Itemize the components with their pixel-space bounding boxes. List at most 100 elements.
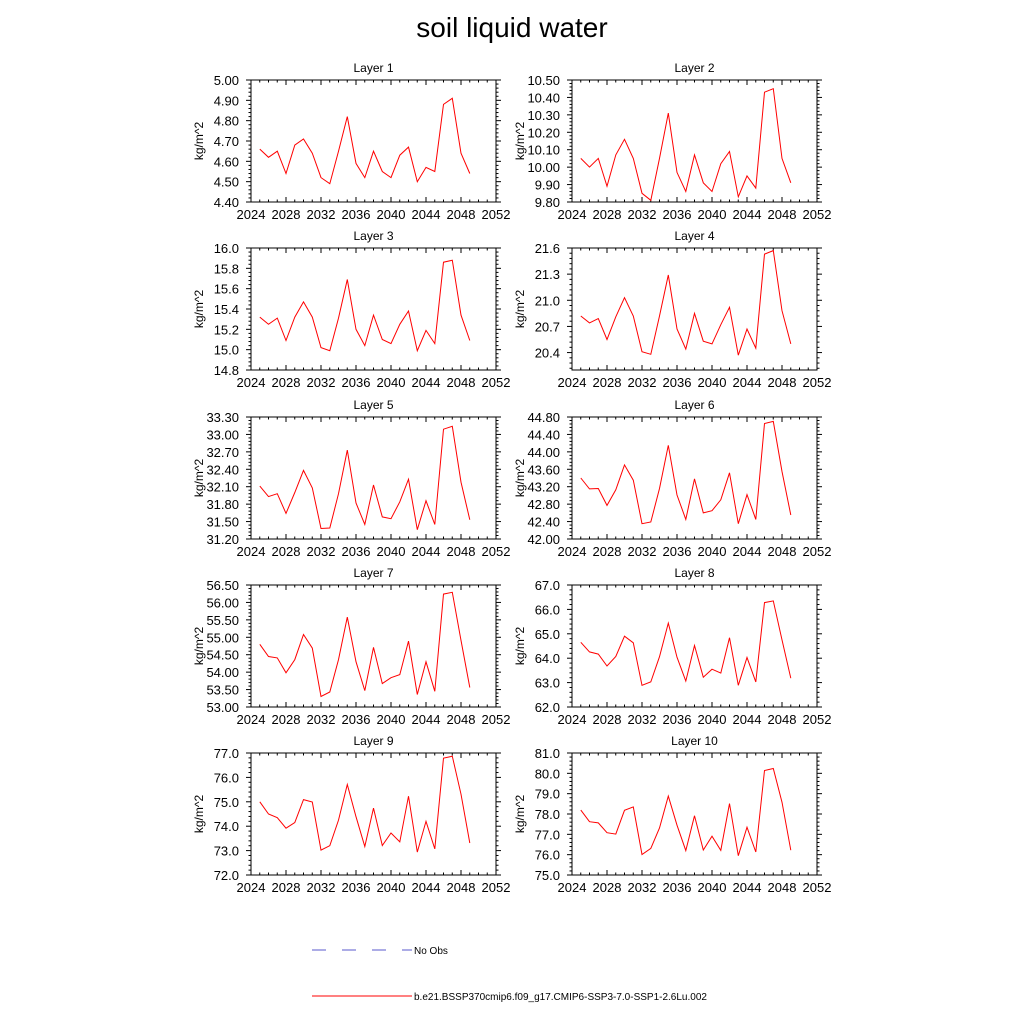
y-tick-label: 53.00 xyxy=(206,700,239,715)
y-tick-label: 44.80 xyxy=(527,410,560,425)
y-tick-label: 4.50 xyxy=(214,175,239,190)
x-tick-label: 2048 xyxy=(447,375,476,390)
series-line xyxy=(580,249,792,356)
x-tick-label: 2048 xyxy=(447,544,476,559)
panel-title: Layer 1 xyxy=(353,61,393,75)
x-tick-label: 2024 xyxy=(558,544,587,559)
series-line xyxy=(259,425,471,530)
x-tick-label: 2040 xyxy=(698,207,727,222)
y-tick-label: 53.50 xyxy=(206,683,239,698)
panel-1: Layer 1 kg/m^2 2024 2028 2032 2036 2040 2044 204… xyxy=(192,61,510,222)
x-tick-label: 2036 xyxy=(663,375,692,390)
y-tick-label: 21.0 xyxy=(535,293,560,308)
series-line xyxy=(580,767,792,856)
y-tick-label: 31.20 xyxy=(206,532,239,547)
y-tick-label: 72.0 xyxy=(214,868,239,883)
x-tick-label: 2052 xyxy=(803,712,832,727)
panel-2: Layer 2 kg/m^2 2024 2028 2032 2036 2040 2044 204… xyxy=(513,61,831,222)
y-tick-label: 21.6 xyxy=(535,241,560,256)
y-tick-label: 21.3 xyxy=(535,267,560,282)
x-tick-label: 2048 xyxy=(447,880,476,895)
panel-4: Layer 4 kg/m^2 2024 2028 2032 2036 2040 2044 204… xyxy=(513,229,831,390)
x-tick-label: 2048 xyxy=(768,207,797,222)
panel-title: Layer 2 xyxy=(674,61,714,75)
y-tick-label: 76.0 xyxy=(535,848,560,863)
x-tick-label: 2032 xyxy=(307,880,336,895)
chart-title: soil liquid water xyxy=(416,12,608,43)
x-tick-label: 2032 xyxy=(628,880,657,895)
y-tick-label: 67.0 xyxy=(535,578,560,593)
x-tick-label: 2024 xyxy=(558,712,587,727)
y-tick-label: 10.00 xyxy=(527,160,560,175)
y-tick-label: 54.00 xyxy=(206,665,239,680)
y-tick-label: 55.00 xyxy=(206,630,239,645)
x-tick-label: 2024 xyxy=(237,375,266,390)
x-tick-label: 2028 xyxy=(593,712,622,727)
y-tick-label: 10.40 xyxy=(527,90,560,105)
x-tick-label: 2036 xyxy=(663,880,692,895)
panel-9: Layer 9 kg/m^2 2024 2028 2032 2036 2040 2044 204… xyxy=(192,734,510,895)
y-tick-label: 78.0 xyxy=(535,807,560,822)
x-tick-label: 2032 xyxy=(628,544,657,559)
x-tick-label: 2040 xyxy=(377,712,406,727)
legend-model-label: b.e21.BSSP370cmip6.f09_g17.CMIP6-SSP3-7.… xyxy=(414,992,707,1003)
y-tick-label: 15.0 xyxy=(214,343,239,358)
x-tick-label: 2036 xyxy=(342,544,371,559)
series-line xyxy=(259,591,471,698)
x-tick-label: 2024 xyxy=(237,712,266,727)
plot-frame xyxy=(571,247,818,371)
x-tick-label: 2052 xyxy=(482,207,511,222)
x-tick-label: 2052 xyxy=(482,375,511,390)
x-tick-label: 2028 xyxy=(593,880,622,895)
x-tick-label: 2048 xyxy=(768,712,797,727)
panel-title: Layer 8 xyxy=(674,566,714,580)
x-tick-label: 2028 xyxy=(272,375,301,390)
y-tick-label: 33.30 xyxy=(206,410,239,425)
y-tick-label: 16.0 xyxy=(214,241,239,256)
x-tick-label: 2044 xyxy=(733,375,762,390)
y-tick-label: 43.60 xyxy=(527,462,560,477)
x-tick-label: 2032 xyxy=(307,712,336,727)
y-tick-label: 4.90 xyxy=(214,93,239,108)
panel-title: Layer 6 xyxy=(674,398,714,412)
y-tick-label: 75.0 xyxy=(214,795,239,810)
y-tick-label: 55.50 xyxy=(206,613,239,628)
y-tick-label: 9.80 xyxy=(535,195,560,210)
y-tick-label: 32.40 xyxy=(206,462,239,477)
x-tick-label: 2044 xyxy=(733,544,762,559)
y-tick-label: 42.00 xyxy=(527,532,560,547)
y-tick-label: 4.70 xyxy=(214,134,239,149)
y-tick-label: 56.00 xyxy=(206,595,239,610)
plot-frame xyxy=(571,752,818,876)
plot-frame xyxy=(250,416,497,540)
panel-title: Layer 7 xyxy=(353,566,393,580)
y-tick-label: 54.50 xyxy=(206,648,239,663)
y-tick-label: 10.10 xyxy=(527,143,560,158)
y-tick-label: 10.20 xyxy=(527,125,560,140)
x-tick-label: 2040 xyxy=(377,207,406,222)
series-line xyxy=(259,97,471,185)
y-tick-label: 10.30 xyxy=(527,108,560,123)
x-tick-label: 2044 xyxy=(412,712,441,727)
y-tick-label: 77.0 xyxy=(214,746,239,761)
x-tick-label: 2040 xyxy=(377,375,406,390)
series-line xyxy=(259,755,471,853)
x-tick-label: 2052 xyxy=(482,712,511,727)
y-axis-label: kg/m^2 xyxy=(192,627,206,666)
panel-10: Layer 10 kg/m^2 2024 2028 2032 2036 2040 2044 20… xyxy=(513,734,831,895)
x-tick-label: 2040 xyxy=(698,375,727,390)
plot-frame xyxy=(250,584,497,708)
x-tick-label: 2032 xyxy=(628,207,657,222)
panels-group: Layer 1 kg/m^2 2024 2028 2032 2036 2040 2044 204… xyxy=(192,61,831,895)
y-tick-label: 15.6 xyxy=(214,282,239,297)
y-tick-label: 33.00 xyxy=(206,427,239,442)
panel-title: Layer 4 xyxy=(674,229,714,243)
x-tick-label: 2044 xyxy=(412,544,441,559)
y-axis-label: kg/m^2 xyxy=(513,795,527,834)
x-tick-label: 2032 xyxy=(307,544,336,559)
y-tick-label: 20.7 xyxy=(535,319,560,334)
x-tick-label: 2044 xyxy=(412,880,441,895)
x-tick-label: 2040 xyxy=(698,880,727,895)
x-tick-label: 2036 xyxy=(342,712,371,727)
